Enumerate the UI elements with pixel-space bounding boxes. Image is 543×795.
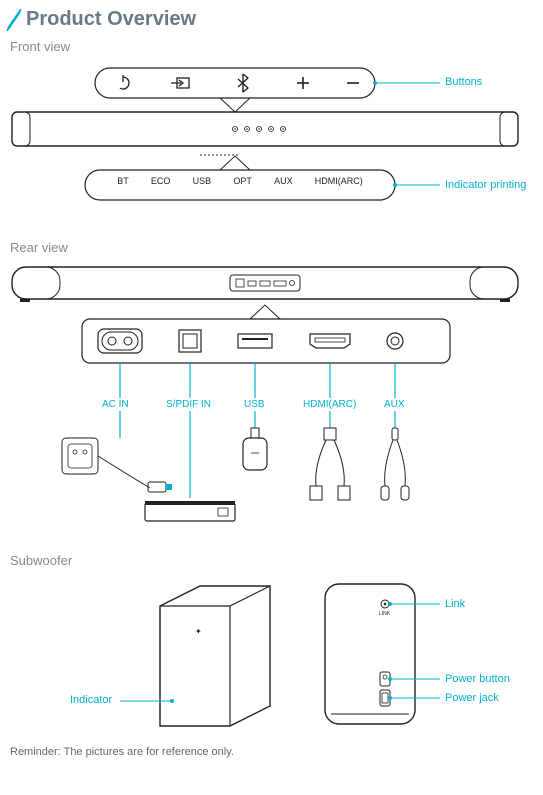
plus-icon [297,77,309,89]
svg-text:LINK: LINK [379,611,391,617]
port-aux: AUX [384,399,405,410]
page-title: Product Overview [26,8,196,31]
reminder-text: Reminder: The pictures are for reference… [0,740,543,764]
indicator-eco: ECO [151,176,171,186]
title-slash-icon [6,9,21,31]
front-view-label: Front view [0,35,543,58]
sub-indicator-callout: Indicator [70,694,112,706]
subwoofer-label: Subwoofer [0,549,543,572]
indicator-bt: BT [117,176,129,186]
sub-powerbtn-callout: Power button [445,673,510,685]
port-hdmi: HDMI(ARC) [303,399,356,410]
power-icon [117,75,129,89]
buttons-callout: Buttons [445,76,482,88]
port-spdif: S/PDIF IN [166,399,211,410]
port-usb: USB [244,399,265,410]
indicator-aux: AUX [274,176,293,186]
source-icon [171,78,189,88]
indicator-printing-callout: Indicator printing [445,179,526,191]
indicator-usb: USB [193,176,212,186]
rear-view-label: Rear view [0,236,543,259]
port-acin: AC IN [102,399,129,410]
indicator-hdmi: HDMI(ARC) [315,176,363,186]
svg-text:✦: ✦ [195,627,202,636]
bluetooth-icon [238,74,248,92]
indicator-opt: OPT [233,176,252,186]
rear-view-diagram: AC IN S/PDIF IN USB HDMI(ARC) AUX [10,263,533,543]
subwoofer-diagram: ✦ LINK Indicator Link Power button Power… [10,576,533,736]
sub-powerjack-callout: Power jack [445,692,499,704]
sub-link-callout: Link [445,598,465,610]
front-view-diagram: BT ECO USB OPT AUX HDMI(ARC) Buttons Ind… [10,62,533,232]
